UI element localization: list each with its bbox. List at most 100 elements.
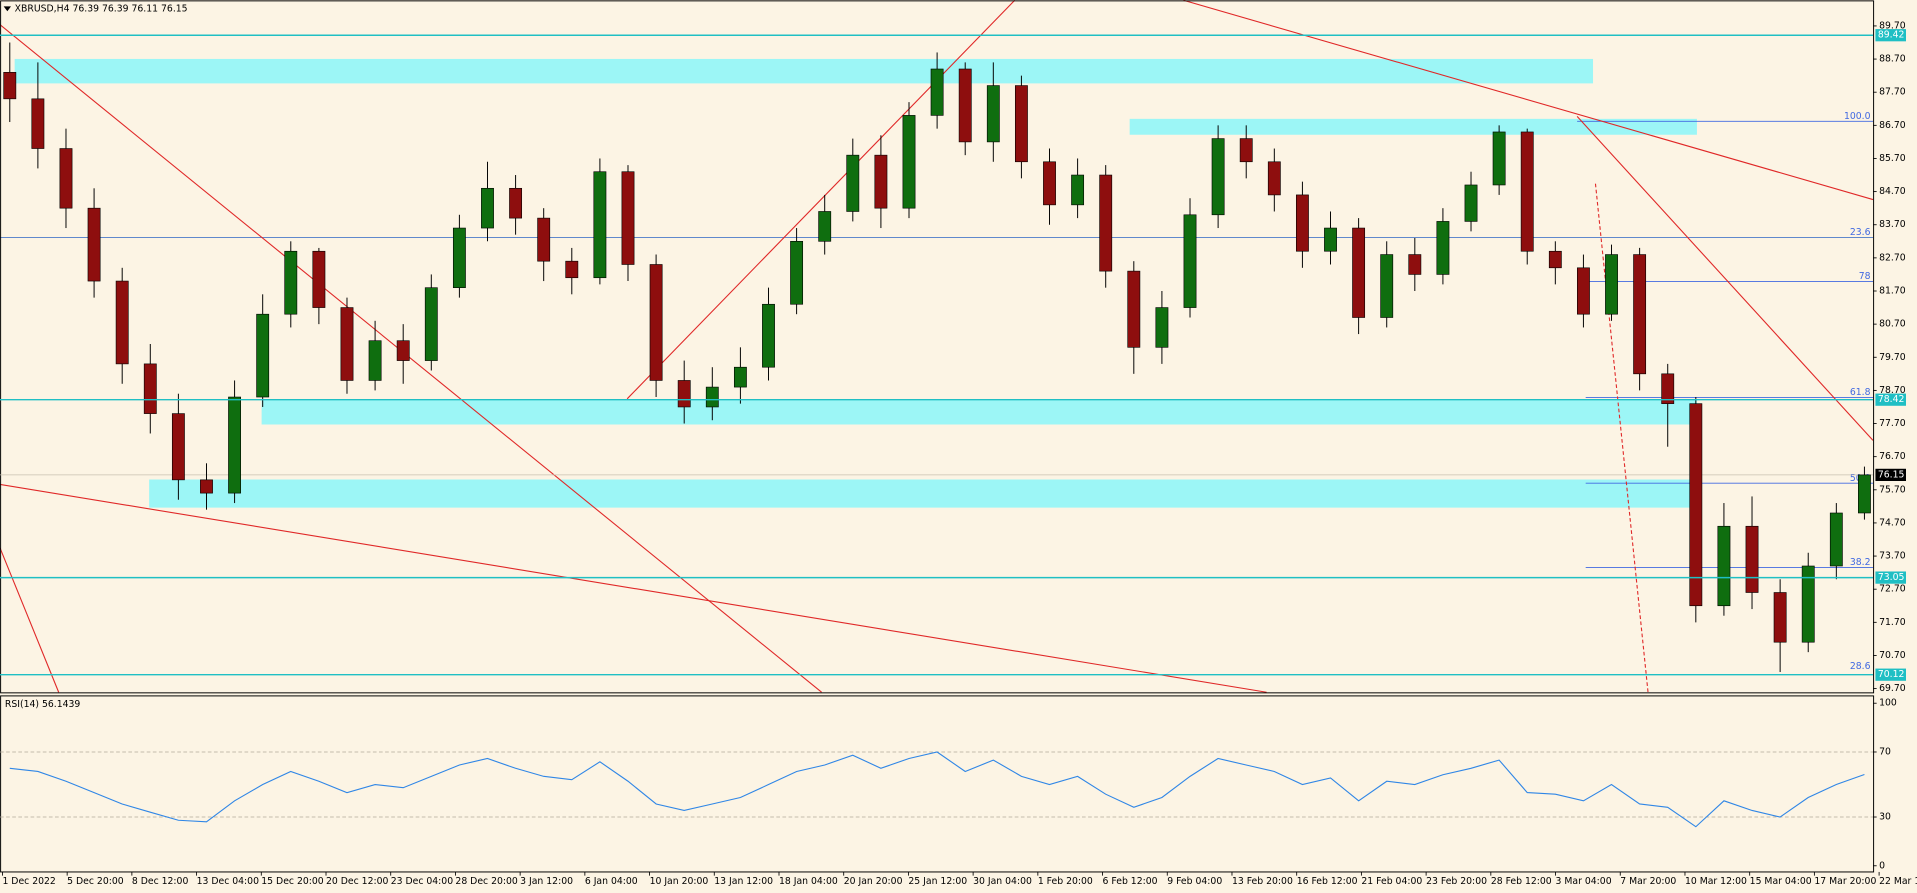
level-tag — [1875, 29, 1906, 42]
y-tick-label: 82.70 — [1879, 252, 1906, 263]
candle-body — [1155, 307, 1169, 348]
candle-body — [1014, 85, 1028, 163]
candle-body — [368, 340, 382, 381]
y-tick-label: 100 — [1879, 698, 1897, 709]
trendline — [1183, 0, 1874, 201]
indicator-header: RSI(14) 56.1439 — [5, 699, 81, 710]
main-frame — [0, 0, 1875, 694]
y-tick-label: 70 — [1879, 746, 1891, 757]
candle-body — [1071, 174, 1085, 206]
candle-body — [1605, 254, 1618, 315]
candle-body — [1436, 221, 1450, 275]
candle-body — [340, 307, 354, 381]
candle-body — [1520, 131, 1534, 252]
y-tick-label: 81.70 — [1879, 285, 1906, 296]
fibo-label: 38.2 — [1850, 557, 1871, 568]
candle-body — [31, 98, 45, 149]
candle-body — [1548, 250, 1562, 269]
candle-body — [396, 340, 410, 361]
x-tick-label: 1 Feb 20:00 — [1038, 876, 1093, 887]
level-tag-label: 78.42 — [1878, 394, 1905, 405]
x-tick-label: 20 Jan 20:00 — [844, 876, 903, 887]
candle-body — [705, 386, 719, 408]
candle-body — [481, 187, 494, 229]
level-tag — [1875, 571, 1906, 584]
candle-body — [1661, 373, 1675, 404]
candle-body — [1858, 474, 1871, 514]
y-tick-label: 84.70 — [1879, 186, 1906, 197]
y-tick-label: 86.70 — [1879, 120, 1906, 131]
candle-body — [874, 154, 888, 209]
x-tick-label: 20 Dec 12:00 — [326, 876, 389, 887]
x-tick-label: 23 Dec 04:00 — [391, 876, 454, 887]
candle-body — [143, 363, 157, 414]
candle-body — [846, 154, 860, 212]
candle-body — [1324, 227, 1337, 252]
y-tick-label: 70.70 — [1879, 650, 1906, 661]
candle-body — [621, 171, 635, 265]
menu-arrow[interactable] — [3, 6, 12, 12]
y-tick-label: 74.70 — [1879, 517, 1906, 528]
y-tick-label: 69.70 — [1879, 683, 1906, 694]
level-tag-label: 73.05 — [1878, 572, 1905, 583]
y-tick-label: 76.70 — [1879, 451, 1906, 462]
x-tick-label: 6 Jan 04:00 — [585, 876, 638, 887]
candle-body — [1577, 267, 1590, 315]
y-tick-label: 75.70 — [1879, 484, 1906, 495]
rsi-line — [9, 751, 1865, 828]
x-tick-label: 7 Mar 20:00 — [1620, 876, 1676, 887]
candle-body — [1492, 131, 1506, 186]
x-tick-label: 10 Jan 20:00 — [650, 876, 709, 887]
y-tick-label: 80.70 — [1879, 319, 1906, 330]
fibo-label: 100.0 — [1844, 111, 1871, 122]
zone — [1129, 118, 1697, 135]
candle-body — [537, 217, 551, 262]
x-tick-label: 18 Jan 04:00 — [779, 876, 838, 887]
y-tick-label: 85.70 — [1879, 153, 1906, 164]
candle-body — [3, 72, 17, 100]
y-tick-label: 0 — [1879, 860, 1885, 871]
frames — [0, 0, 1875, 873]
candle-body — [200, 479, 213, 494]
candle-body — [59, 148, 73, 209]
fibo-label: 28.6 — [1850, 661, 1871, 672]
x-tick-label: 17 Mar 20:00 — [1814, 876, 1876, 887]
candle-body — [1267, 161, 1281, 196]
candle-body — [902, 115, 916, 209]
candle-body — [762, 303, 775, 368]
x-tick-label: 21 Feb 04:00 — [1361, 876, 1422, 887]
fibo-label: 23.6 — [1850, 227, 1871, 238]
level-tag-label: 89.42 — [1878, 30, 1905, 41]
candle-body — [958, 68, 972, 143]
x-tick-label: 3 Jan 12:00 — [520, 876, 573, 887]
candle-body — [1352, 227, 1366, 318]
y-tick-label: 88.70 — [1879, 54, 1906, 65]
y-tick-label: 71.70 — [1879, 617, 1906, 628]
candle-body — [1464, 184, 1478, 222]
y-tick-label: 79.70 — [1879, 352, 1906, 363]
candle-body — [1408, 254, 1422, 275]
candle-body — [790, 240, 804, 305]
candle-body — [1829, 512, 1843, 567]
y-tick-label: 72.70 — [1879, 584, 1906, 595]
candle-body — [424, 287, 438, 361]
candle-body — [1689, 403, 1703, 607]
fibo-label: 78 — [1859, 271, 1871, 282]
candle-body — [1745, 525, 1759, 593]
candle-body — [565, 260, 579, 279]
x-tick-label: 9 Feb 04:00 — [1167, 876, 1222, 887]
y-tick-label: 78.70 — [1879, 385, 1906, 396]
zone — [14, 58, 1594, 84]
current-price-tag — [1875, 468, 1906, 481]
symbol-header: XBRUSD,H4 76.39 76.39 76.11 76.15 — [15, 3, 188, 14]
x-tick-label: 30 Jan 04:00 — [973, 876, 1032, 887]
zones — [14, 58, 1697, 508]
candle-body — [87, 207, 101, 282]
trendline — [0, 483, 1267, 693]
x-tick-label: 8 Dec 12:00 — [132, 876, 189, 887]
candle-body — [312, 250, 326, 308]
candle-body — [818, 211, 832, 242]
candle-body — [171, 413, 185, 481]
